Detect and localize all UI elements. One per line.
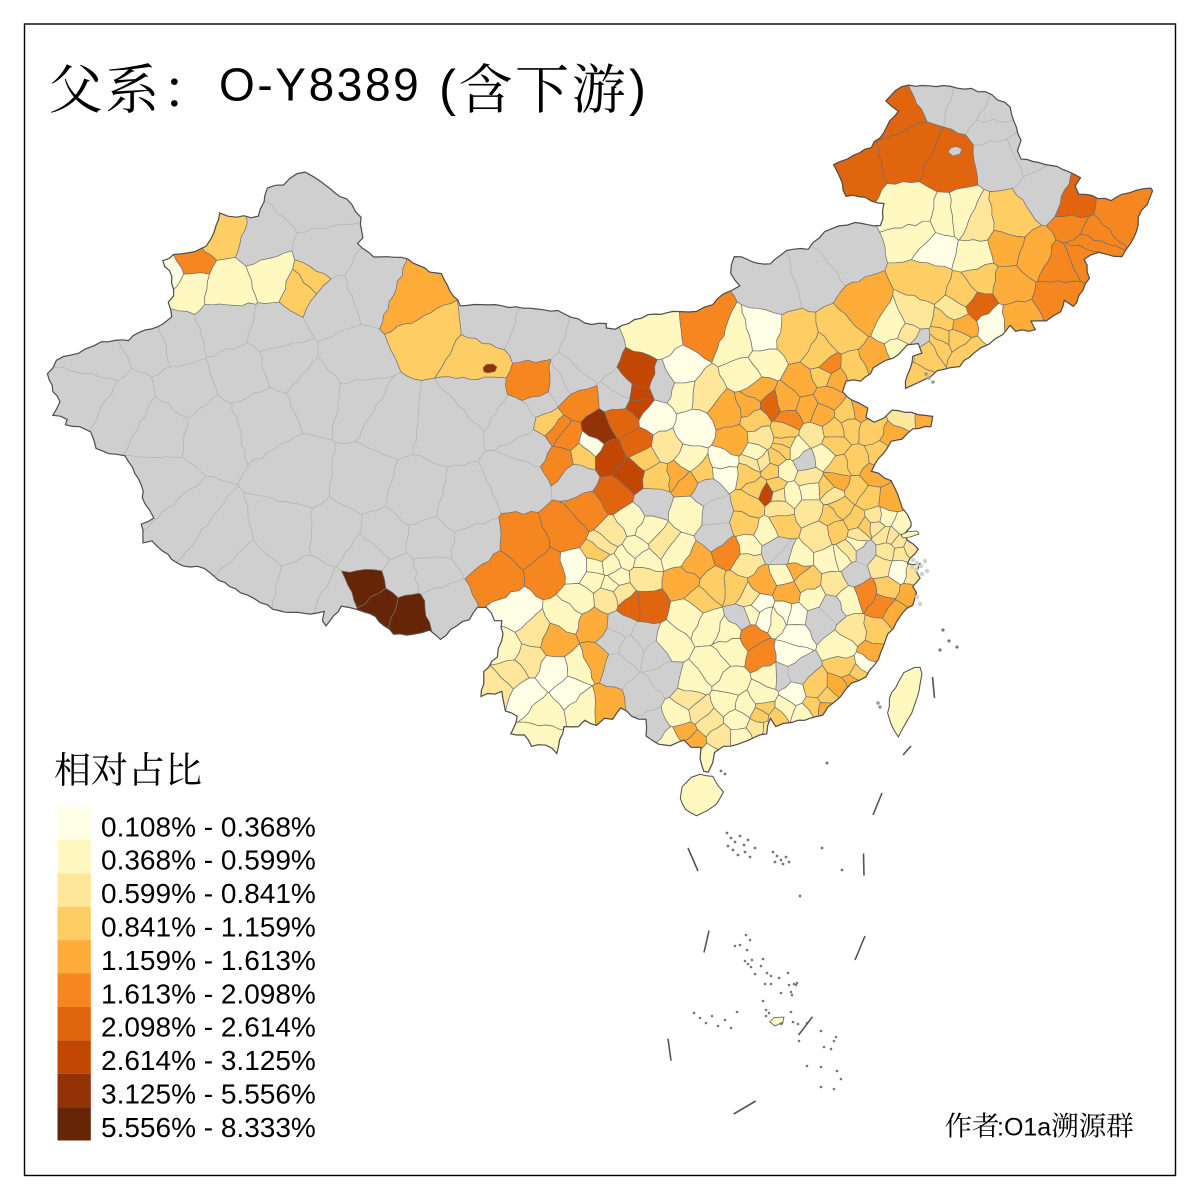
svg-text:(: ( bbox=[439, 60, 456, 117]
svg-text:1.613% - 2.098%: 1.613% - 2.098% bbox=[101, 978, 316, 1009]
svg-text:0.599% - 0.841%: 0.599% - 0.841% bbox=[101, 878, 316, 909]
svg-text:2.098% - 2.614%: 2.098% - 2.614% bbox=[101, 1012, 316, 1043]
svg-text:): ) bbox=[629, 60, 646, 117]
svg-text:0.368% - 0.599%: 0.368% - 0.599% bbox=[101, 845, 316, 876]
svg-text:0.841% - 1.159%: 0.841% - 1.159% bbox=[101, 912, 316, 943]
svg-text:O-Y8389: O-Y8389 bbox=[219, 59, 421, 111]
svg-text:5.556% - 8.333%: 5.556% - 8.333% bbox=[101, 1112, 316, 1143]
svg-text:0.108% - 0.368%: 0.108% - 0.368% bbox=[101, 811, 316, 842]
svg-text:2.614% - 3.125%: 2.614% - 3.125% bbox=[101, 1045, 316, 1076]
svg-text:3.125% - 5.556%: 3.125% - 5.556% bbox=[101, 1079, 316, 1110]
svg-text::O1a: :O1a bbox=[997, 1114, 1051, 1142]
svg-text:1.159% - 1.613%: 1.159% - 1.613% bbox=[101, 945, 316, 976]
